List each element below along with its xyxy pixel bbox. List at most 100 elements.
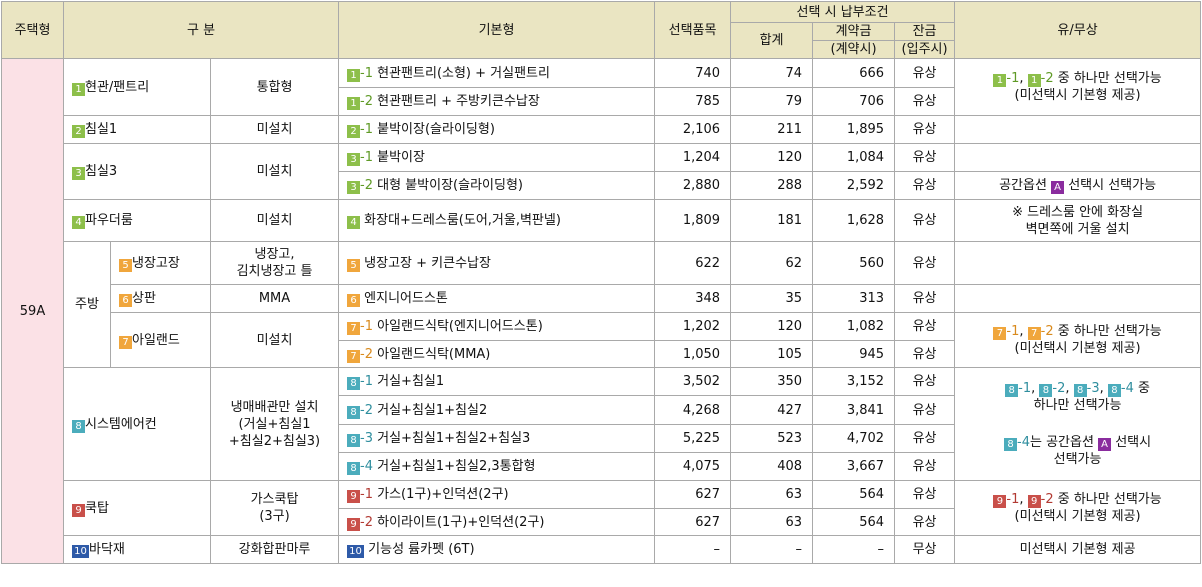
total-cell: 3,502 [654, 367, 732, 396]
note-cooktop: 9 -1, 9 -2 중 하나만 선택가능 (미선택시 기본형 제공) [954, 480, 1202, 536]
paid-cell: 유상 [894, 508, 956, 536]
balance-cell: 313 [812, 284, 896, 313]
category-powder-room: 4 파우더룸 [63, 199, 211, 242]
note-system-aircon: 8 -1, 8 -2, 8 -3, 8 -4 중 하나만 선택가능 8 -4는 공간옵션 … [954, 367, 1202, 481]
total-cell: 740 [654, 58, 732, 88]
paid-cell: 유상 [894, 284, 956, 313]
header-deposit-sub: (계약시) [812, 40, 896, 59]
basic-countertop: MMA [209, 284, 340, 313]
header-category: 구 분 [62, 1, 340, 59]
basic-island: 미설치 [209, 312, 340, 368]
total-cell: 1,204 [654, 143, 732, 172]
note-powder-room: ※ 드레스룸 안에 화장실 벽면쪽에 거울 설치 [954, 199, 1202, 242]
deposit-cell: 350 [730, 367, 814, 396]
balance-cell: 1,084 [812, 143, 896, 172]
total-cell: – [654, 535, 732, 564]
option-item: 4 화장대+드레스룸(도어,거울,벽판넬) [338, 199, 656, 242]
deposit-cell: 211 [730, 115, 814, 144]
note-empty [954, 241, 1202, 285]
deposit-cell: 105 [730, 340, 814, 368]
header-balance-sub: (입주시) [894, 40, 956, 59]
header-total: 합계 [730, 22, 814, 59]
number-badge: 3 [72, 167, 85, 180]
category-fridge-cabinet: 5 냉장고장 [110, 241, 211, 285]
deposit-cell: 35 [730, 284, 814, 313]
option-item: 8 -4 거실+침실1+침실2,3통합형 [338, 452, 656, 481]
option-table: 주택형 구 분 기본형 선택품목 선택 시 납부조건 유/무상 비고 합계 계약… [1, 1, 1202, 564]
category-cooktop: 9 쿡탑 [63, 480, 211, 536]
deposit-cell: 120 [730, 143, 814, 172]
category-countertop: 6 상판 [110, 284, 211, 313]
number-badge: 4 [72, 216, 85, 229]
option-item: 2 -1 붙박이장(슬라이딩형) [338, 115, 656, 144]
balance-cell: 2,592 [812, 171, 896, 200]
number-badge: 10 [72, 545, 89, 558]
basic-flooring: 강화합판마루 [209, 535, 340, 564]
paid-cell: 무상 [894, 535, 956, 564]
header-paid: 유/무상 [954, 1, 1202, 59]
category-flooring: 10 바닥재 [63, 535, 211, 564]
note-entrance-pantry: 1 -1, 1 -2 중 하나만 선택가능 (미선택시 기본형 제공) [954, 58, 1202, 116]
total-cell: 1,050 [654, 340, 732, 368]
basic-fridge-cabinet: 냉장고, 김치냉장고 틀 [209, 241, 340, 285]
basic-bedroom1: 미설치 [209, 115, 340, 144]
category-entrance-pantry: 1 현관/팬트리 [63, 58, 211, 116]
deposit-cell: 288 [730, 171, 814, 200]
paid-cell: 유상 [894, 340, 956, 368]
header-balance: 잔금 [894, 22, 956, 41]
basic-entrance-pantry: 통합형 [209, 58, 340, 116]
header-basic: 기본형 [338, 1, 656, 59]
note-empty [954, 284, 1202, 313]
basic-cooktop: 가스쿡탑 (3구) [209, 480, 340, 536]
deposit-cell: 427 [730, 395, 814, 425]
total-cell: 2,106 [654, 115, 732, 144]
deposit-cell: 181 [730, 199, 814, 242]
paid-cell: 유상 [894, 395, 956, 425]
note-island: 7 -1, 7 -2 중 하나만 선택가능 (미선택시 기본형 제공) [954, 312, 1202, 368]
option-item: 3 -1 붙박이장 [338, 143, 656, 172]
paid-cell: 유상 [894, 241, 956, 285]
number-badge: 1 [72, 82, 85, 96]
category-bedroom1: 2 침실1 [63, 115, 211, 144]
paid-cell: 유상 [894, 367, 956, 396]
number-badge: 7 [119, 335, 132, 349]
paid-cell: 유상 [894, 199, 956, 242]
total-cell: 622 [654, 241, 732, 285]
basic-bedroom3: 미설치 [209, 143, 340, 200]
balance-cell: 3,841 [812, 395, 896, 425]
deposit-cell: 120 [730, 312, 814, 341]
basic-powder-room: 미설치 [209, 199, 340, 242]
balance-cell: 3,667 [812, 452, 896, 481]
balance-cell: 4,702 [812, 424, 896, 453]
note-empty [954, 115, 1202, 144]
house-type-cell: 59A [1, 58, 64, 564]
option-item: 9 -2 하이라이트(1구)+인덕션(2구) [338, 508, 656, 536]
total-cell: 4,075 [654, 452, 732, 481]
paid-cell: 유상 [894, 143, 956, 172]
option-item: 7 -1 아일랜드식탁(엔지니어드스톤) [338, 312, 656, 341]
option-item: 1 -1 현관팬트리(소형) + 거실팬트리 [338, 58, 656, 88]
deposit-cell: 74 [730, 58, 814, 88]
number-badge: 5 [119, 258, 132, 272]
deposit-cell: 63 [730, 508, 814, 536]
total-cell: 348 [654, 284, 732, 313]
option-item: 6 엔지니어드스톤 [338, 284, 656, 313]
balance-cell: 1,082 [812, 312, 896, 341]
paid-cell: 유상 [894, 312, 956, 341]
option-item: 7 -2 아일랜드식탁(MMA) [338, 340, 656, 368]
category-bedroom3: 3 침실3 [63, 143, 211, 200]
balance-cell: 945 [812, 340, 896, 368]
balance-cell: – [812, 535, 896, 564]
basic-system-aircon: 냉매배관만 설치 (거실+침실1 +침실2+침실3) [209, 367, 340, 481]
balance-cell: 1,895 [812, 115, 896, 144]
deposit-cell: 408 [730, 452, 814, 481]
option-item: 3 -2 대형 붙박이장(슬라이딩형) [338, 171, 656, 200]
balance-cell: 564 [812, 508, 896, 536]
option-item: 8 -3 거실+침실1+침실2+침실3 [338, 424, 656, 453]
balance-cell: 3,152 [812, 367, 896, 396]
paid-cell: 유상 [894, 424, 956, 453]
header-payment-conditions: 선택 시 납부조건 [730, 1, 956, 23]
paid-cell: 유상 [894, 115, 956, 144]
total-cell: 2,880 [654, 171, 732, 200]
note-flooring: 미선택시 기본형 제공 [954, 535, 1202, 564]
